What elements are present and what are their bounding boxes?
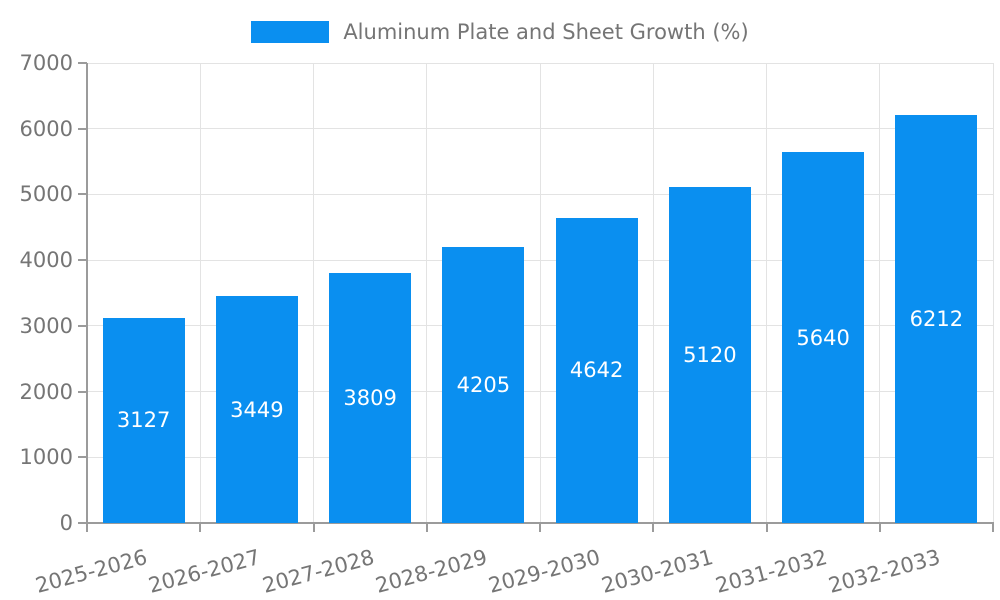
- bar-value-label: 5120: [683, 342, 737, 367]
- bar-value-label: 3809: [343, 385, 397, 410]
- bar: [442, 246, 525, 523]
- x-tick-label: 2025-2026: [33, 545, 150, 598]
- x-gridline: [879, 63, 881, 523]
- y-tick: [78, 390, 87, 393]
- bar-value-label: 6212: [909, 306, 964, 331]
- y-tick-label: 7000: [19, 51, 73, 75]
- y-tick: [78, 522, 87, 524]
- x-gridline: [539, 63, 541, 523]
- bar: [215, 296, 298, 523]
- x-tick: [878, 523, 881, 532]
- bar-value-label: 3449: [230, 397, 284, 422]
- bar-value-label: 5640: [796, 325, 850, 350]
- bar: [895, 114, 978, 523]
- x-gridline: [426, 63, 428, 523]
- x-gridline: [313, 63, 314, 523]
- y-tick-label: 0: [59, 511, 73, 535]
- y-tick-label: 2000: [19, 379, 73, 404]
- x-gridline: [199, 63, 201, 523]
- y-tick-label: 3000: [19, 313, 73, 338]
- x-tick-label: 2027-2028: [259, 545, 377, 598]
- x-tick-label: 2032-2033: [825, 545, 943, 598]
- bar-value-label: 4642: [569, 358, 624, 383]
- y-tick: [78, 193, 87, 196]
- bar-value-label: 4205: [456, 372, 511, 397]
- x-tick: [199, 523, 202, 532]
- y-tick-label: 4000: [19, 248, 73, 273]
- y-tick: [78, 324, 87, 327]
- x-gridline: [992, 63, 994, 523]
- bar: [782, 152, 865, 523]
- y-tick-label: 6000: [19, 116, 73, 141]
- x-axis-line: [86, 522, 994, 524]
- x-gridline: [652, 63, 654, 523]
- x-tick: [992, 523, 994, 532]
- y-tick-label: 5000: [19, 182, 73, 207]
- x-tick: [652, 523, 655, 532]
- y-axis-line: [86, 63, 88, 532]
- x-tick: [312, 523, 315, 532]
- bar: [555, 217, 638, 523]
- bar: [668, 186, 751, 523]
- bar-value-label: 3127: [116, 408, 171, 433]
- x-tick-label: 2030-2031: [599, 545, 717, 598]
- x-tick-label: 2029-2030: [486, 545, 603, 598]
- x-tick: [765, 523, 768, 532]
- y-tick: [78, 127, 87, 130]
- y-tick-label: 1000: [19, 445, 73, 470]
- x-tick-label: 2031-2032: [712, 545, 830, 598]
- legend-item[interactable]: Aluminum Plate and Sheet Growth (%): [0, 20, 1000, 44]
- y-tick: [78, 259, 87, 262]
- bar: [329, 272, 412, 523]
- x-tick-label: 2028-2029: [372, 545, 490, 598]
- x-tick: [425, 523, 428, 532]
- y-tick: [78, 456, 87, 459]
- x-tick: [539, 523, 541, 532]
- bar: [102, 317, 185, 523]
- y-tick: [78, 62, 87, 64]
- x-gridline: [766, 63, 767, 523]
- x-tick-label: 2026-2027: [146, 545, 264, 598]
- legend-label: Aluminum Plate and Sheet Growth (%): [343, 20, 749, 44]
- legend-swatch: [251, 21, 330, 43]
